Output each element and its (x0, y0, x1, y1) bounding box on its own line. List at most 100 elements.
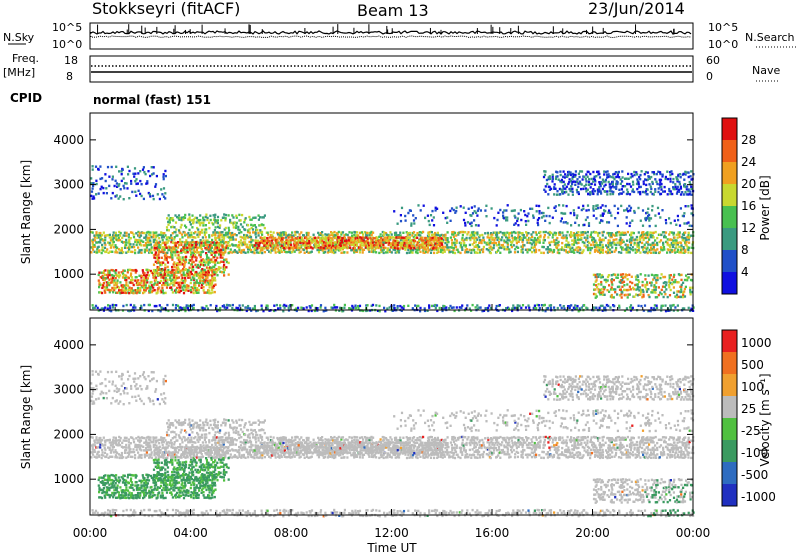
power-cell (400, 309, 403, 312)
power-cell (378, 251, 381, 255)
power-cell (189, 251, 192, 254)
power-cell (102, 239, 105, 242)
power-cell (547, 236, 550, 239)
power-cell (426, 309, 429, 312)
power-cell (318, 248, 321, 251)
power-cell (470, 224, 473, 228)
power-cell (280, 233, 283, 237)
power-cell (231, 214, 234, 217)
power-cell (215, 307, 218, 310)
power-cell (514, 231, 517, 235)
power-cell (189, 270, 193, 274)
power-cell (595, 207, 598, 210)
power-cell (107, 251, 110, 254)
power-cell (476, 238, 479, 241)
power-cell (189, 281, 192, 285)
power-cell (568, 243, 571, 247)
power-cell (417, 204, 420, 207)
power-cell (404, 246, 407, 250)
power-cell (271, 242, 274, 245)
power-cell (219, 256, 222, 259)
power-cell (222, 241, 225, 245)
power-cell (150, 271, 153, 275)
power-cell (682, 281, 685, 284)
power-cell (326, 251, 330, 254)
power-cell (154, 234, 158, 237)
power-cell (107, 281, 110, 284)
power-cell (342, 241, 345, 244)
power-cell (137, 246, 140, 249)
power-cell (404, 219, 407, 222)
power-cell (671, 231, 674, 234)
power-cell (146, 243, 149, 247)
power-cell (211, 250, 214, 253)
power-cell (506, 248, 509, 251)
power-cell (91, 243, 94, 246)
power-cell (119, 234, 122, 237)
power-cell (622, 248, 625, 251)
power-cell (274, 249, 277, 252)
power-cell (612, 176, 615, 179)
power-cell (626, 230, 629, 234)
power-cell (397, 234, 400, 237)
power-cell (590, 182, 593, 186)
power-cell (414, 251, 418, 254)
power-cell (574, 307, 577, 310)
power-cell (372, 231, 375, 234)
power-cell (177, 251, 180, 254)
power-cell (218, 238, 221, 241)
power-cell (203, 218, 206, 222)
power-cell (603, 288, 606, 291)
power-cell (636, 294, 639, 297)
power-cell (609, 211, 612, 214)
power-cell (678, 188, 681, 191)
power-cell (550, 187, 553, 191)
power-cell (306, 237, 309, 240)
power-cell (202, 241, 206, 245)
power-cell (683, 185, 686, 188)
power-cell (589, 172, 592, 176)
power-cell (114, 244, 117, 247)
power-cell (95, 231, 98, 234)
power-cell (99, 283, 102, 287)
power-cell (176, 250, 179, 254)
power-cell (408, 251, 411, 254)
power-cell (133, 304, 136, 307)
power-cell (640, 288, 643, 291)
power-cell (574, 175, 577, 178)
power-cell (397, 247, 400, 250)
power-cell (153, 231, 156, 235)
power-cell (294, 238, 297, 241)
power-cell (428, 239, 431, 242)
power-cell (209, 241, 212, 244)
power-cell (136, 290, 139, 294)
power-cell (156, 281, 159, 284)
power-cell (533, 304, 536, 307)
power-cell (664, 177, 667, 181)
power-cell (679, 185, 682, 188)
power-cell (597, 275, 600, 278)
power-cell (100, 271, 103, 274)
power-cell (121, 291, 124, 294)
power-cell (128, 268, 131, 271)
power-cell (547, 206, 550, 210)
power-cell (299, 236, 302, 239)
power-cell (576, 214, 579, 217)
power-cell (551, 251, 554, 254)
power-cell (393, 248, 396, 251)
power-cell (639, 219, 642, 222)
power-cell (182, 279, 185, 283)
power-cell (137, 230, 140, 234)
power-cell (569, 248, 572, 251)
power-cell (176, 263, 179, 267)
power-cell (626, 188, 629, 191)
power-cell (601, 214, 604, 217)
power-cell (128, 169, 131, 173)
power-cell (636, 287, 639, 291)
power-cell (302, 239, 305, 242)
power-cell (687, 221, 690, 224)
power-cell (369, 246, 372, 249)
power-cell (476, 304, 479, 307)
power-cell (230, 236, 233, 239)
power-cell (199, 279, 202, 283)
